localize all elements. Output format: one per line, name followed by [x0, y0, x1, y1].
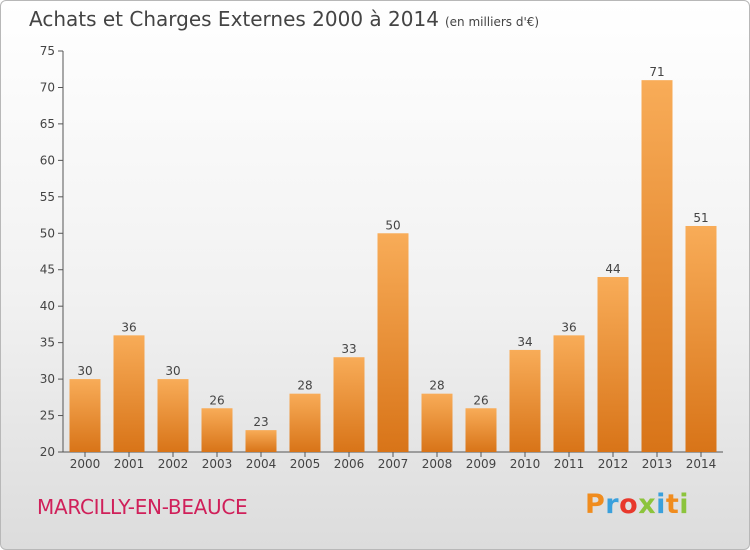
value-label-2006: 33	[341, 342, 356, 356]
x-tick-label: 2014	[686, 457, 717, 471]
x-tick-label: 2006	[334, 457, 365, 471]
bars	[69, 80, 717, 452]
bar-2004	[245, 430, 277, 452]
y-tick-label: 75	[40, 44, 55, 58]
chart-title: Achats et Charges Externes 2000 à 2014 (e…	[29, 7, 539, 31]
y-tick-label: 20	[40, 445, 55, 459]
x-tick-label: 2009	[466, 457, 497, 471]
bar-2009	[465, 408, 497, 452]
bar-2013	[641, 80, 673, 452]
x-tick-label: 2010	[510, 457, 541, 471]
x-tick-label: 2011	[554, 457, 585, 471]
y-tick-label: 70	[40, 80, 55, 94]
x-tick-label: 2002	[158, 457, 189, 471]
x-tick-label: 2003	[202, 457, 233, 471]
logo-letter: r	[605, 489, 620, 520]
bar-2007	[377, 233, 409, 452]
x-tick-label: 2007	[378, 457, 409, 471]
x-tick-label: 2001	[114, 457, 145, 471]
bar-2010	[509, 349, 541, 452]
value-label-2010: 34	[517, 335, 532, 349]
bar-2000	[69, 379, 101, 452]
value-label-2001: 36	[121, 320, 136, 334]
x-axis: 2000 2001 2002 2003 2004 2005 2006 2007 2008 2009…	[63, 451, 723, 471]
y-tick-label: 55	[40, 190, 55, 204]
y-tick-label: 60	[40, 153, 55, 167]
commune-name: MARCILLY-EN-BEAUCE	[37, 495, 248, 519]
x-tick-label: 2005	[290, 457, 321, 471]
bar-2006	[333, 357, 365, 452]
y-tick-label: 40	[40, 299, 55, 313]
y-tick-label: 65	[40, 117, 55, 131]
x-tick-label: 2008	[422, 457, 453, 471]
logo-letter: i	[656, 489, 666, 520]
value-label-2009: 26	[473, 393, 488, 407]
bar-2014	[685, 225, 717, 452]
y-tick-label: 25	[40, 409, 55, 423]
bar-2001	[113, 335, 145, 452]
bar-2005	[289, 393, 321, 452]
value-label-2004: 23	[253, 415, 268, 429]
bar-2002	[157, 379, 189, 452]
value-label-2011: 36	[561, 320, 576, 334]
bar-2011	[553, 335, 585, 452]
proxiti-logo: Proxiti	[585, 489, 689, 520]
value-labels: 30 36 30 26 23 28 33 50 28 26 34 36 44 71 51	[77, 65, 708, 429]
value-label-2000: 30	[77, 364, 92, 378]
value-label-2003: 26	[209, 393, 224, 407]
x-tick-label: 2000	[70, 457, 101, 471]
value-label-2013: 71	[649, 65, 664, 79]
value-label-2014: 51	[693, 211, 708, 225]
x-tick-label: 2012	[598, 457, 629, 471]
value-label-2005: 28	[297, 379, 312, 393]
value-label-2002: 30	[165, 364, 180, 378]
y-tick-label: 50	[40, 226, 55, 240]
y-tick-label: 45	[40, 263, 55, 277]
chart-unit: (en milliers d'€)	[444, 15, 540, 29]
chart-title-text: Achats et Charges Externes 2000 à 2014	[29, 7, 439, 31]
x-tick-label: 2013	[642, 457, 673, 471]
value-label-2007: 50	[385, 218, 400, 232]
value-label-2012: 44	[605, 262, 620, 276]
y-tick-label: 35	[40, 336, 55, 350]
logo-letter: o	[619, 489, 639, 520]
logo-letter: i	[679, 489, 690, 520]
logo-letter: x	[638, 489, 657, 520]
bar-2008	[421, 393, 453, 452]
bar-2003	[201, 408, 233, 452]
x-tick-label: 2004	[246, 457, 277, 471]
bar-2012	[597, 277, 629, 452]
logo-letter: P	[585, 489, 606, 520]
logo-letter: t	[665, 489, 680, 520]
value-label-2008: 28	[429, 379, 444, 393]
y-axis: 20 25 30 35 40 45 50 55 60 65 70 75	[40, 44, 64, 459]
y-tick-label: 30	[40, 372, 55, 386]
